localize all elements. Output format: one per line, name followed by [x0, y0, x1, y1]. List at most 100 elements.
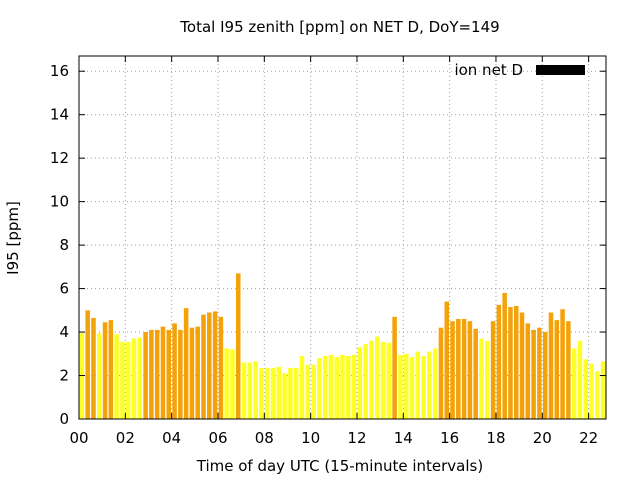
bar — [224, 348, 229, 419]
bar — [143, 332, 148, 419]
bar — [97, 333, 102, 419]
bar — [212, 311, 218, 419]
bar — [554, 320, 560, 419]
x-tick-label: 02 — [116, 429, 135, 447]
bar — [195, 326, 200, 419]
bar — [230, 349, 235, 419]
bar — [120, 341, 125, 419]
bar — [253, 361, 258, 419]
bar — [490, 321, 496, 419]
bar — [595, 371, 600, 419]
bar — [421, 355, 426, 419]
bar — [415, 351, 421, 419]
bar — [299, 355, 305, 419]
plot-frame — [78, 55, 607, 420]
chart-title: Total I95 zenith [ppm] on NET D, DoY=149 — [179, 18, 499, 36]
bar — [207, 312, 212, 419]
bar — [282, 373, 287, 419]
bar — [456, 319, 461, 419]
bar — [293, 367, 299, 419]
bar — [288, 367, 293, 419]
grid — [79, 56, 606, 419]
bar — [160, 326, 166, 419]
bar — [276, 366, 282, 419]
bar — [311, 364, 316, 419]
x-tick-label: 16 — [440, 429, 459, 447]
bar — [589, 363, 594, 419]
bar — [218, 316, 224, 419]
bar — [519, 312, 525, 419]
bar — [79, 333, 85, 419]
y-tick-label: 16 — [50, 62, 69, 80]
x-tick-label: 20 — [533, 429, 552, 447]
bar — [259, 367, 264, 419]
bar — [525, 323, 531, 419]
x-tick-label: 04 — [162, 429, 181, 447]
bar — [102, 322, 108, 419]
bar — [236, 273, 241, 419]
bar — [380, 341, 386, 419]
bar — [560, 309, 565, 419]
bar — [201, 314, 206, 419]
bar — [183, 308, 189, 419]
bar — [247, 362, 253, 419]
bar — [392, 316, 397, 419]
bar — [91, 317, 96, 419]
bar — [502, 292, 507, 419]
x-tick-label: 12 — [347, 429, 366, 447]
bar — [600, 361, 606, 419]
bar — [398, 354, 403, 419]
bar — [531, 329, 536, 419]
bar — [125, 341, 131, 419]
bar — [172, 323, 177, 419]
y-tick-label: 10 — [50, 193, 69, 211]
x-axis-label: Time of day UTC (15-minute intervals) — [196, 457, 483, 475]
x-tick-label: 00 — [69, 429, 88, 447]
bar — [108, 320, 114, 419]
bar — [438, 327, 444, 419]
y-tick-label: 6 — [59, 280, 69, 298]
bar — [571, 348, 577, 419]
bar — [374, 336, 380, 419]
bar — [241, 362, 247, 419]
bar — [114, 334, 119, 419]
bars — [79, 273, 606, 419]
bar — [432, 348, 438, 419]
bar — [369, 340, 374, 419]
bar — [479, 338, 484, 419]
x-tick-label: 06 — [208, 429, 227, 447]
x-tick-label: 22 — [579, 429, 598, 447]
legend-swatch — [536, 65, 585, 75]
bar — [137, 337, 143, 419]
bar — [403, 353, 409, 419]
x-tick-label: 10 — [301, 429, 320, 447]
bar — [473, 328, 478, 419]
bar — [450, 321, 455, 419]
y-tick-label: 0 — [59, 410, 69, 428]
bar — [264, 367, 270, 419]
bar — [583, 359, 588, 419]
bar — [85, 310, 90, 419]
y-tick-label: 8 — [59, 236, 69, 254]
x-tick-label: 08 — [255, 429, 274, 447]
bar — [461, 319, 467, 419]
bar — [566, 321, 571, 419]
bar — [317, 358, 322, 419]
y-axis-label: I95 [ppm] — [4, 201, 22, 275]
bar — [166, 329, 172, 419]
bar — [322, 355, 328, 419]
bar — [357, 347, 363, 419]
bar — [542, 332, 548, 419]
bar — [189, 327, 195, 419]
bar — [444, 301, 449, 419]
bar — [154, 329, 160, 419]
bar — [328, 354, 334, 419]
bar — [351, 354, 357, 419]
bar — [467, 321, 473, 419]
x-tick-label: 18 — [486, 429, 505, 447]
bar — [346, 355, 351, 419]
bar — [513, 305, 519, 419]
bar — [305, 364, 311, 419]
bar — [508, 307, 513, 419]
